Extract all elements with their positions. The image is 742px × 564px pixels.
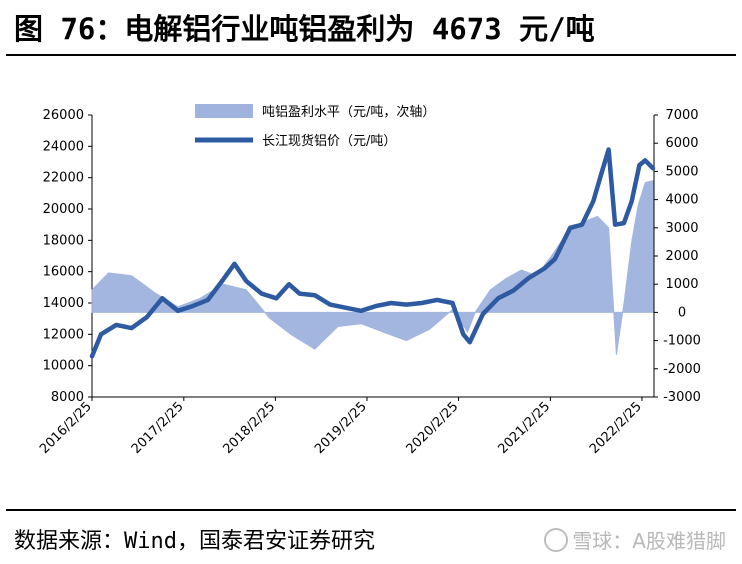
right-tick-label: 0: [678, 305, 686, 320]
right-tick-label: 7000: [665, 108, 698, 123]
right-tick-label: -3000: [663, 390, 701, 405]
price-line-series: [89, 147, 656, 359]
legend: 吨铝盈利水平（元/吨，次轴） 长江现货铝价（元/吨）: [195, 104, 435, 149]
watermark-text: 雪球：A股难猎脚: [572, 529, 726, 553]
x-tick-label: 2018/2/25: [220, 399, 278, 457]
left-tick-label: 16000: [43, 265, 84, 280]
x-tick-label: 2021/2/25: [495, 399, 553, 457]
footer-rule: [6, 509, 736, 511]
left-tick-label: 8000: [51, 390, 84, 405]
profit-area-series: [91, 179, 654, 355]
left-tick-label: 18000: [43, 233, 84, 248]
right-tick-label: 3000: [665, 221, 698, 236]
title-rule: [6, 54, 736, 56]
x-axis: 2016/2/25 2017/2/25 2018/2/25 2019/2/25 2020…: [37, 396, 654, 457]
right-tick-label: 1000: [665, 277, 698, 292]
right-tick-label: -2000: [663, 362, 701, 377]
x-tick-label: 2022/2/25: [587, 399, 645, 457]
x-tick-label: 2016/2/25: [37, 399, 95, 457]
right-tick-label: 2000: [665, 249, 698, 264]
legend-area-swatch: [195, 104, 253, 118]
x-tick-label: 2019/2/25: [312, 399, 370, 457]
left-tick-label: 12000: [43, 327, 84, 342]
right-tick-label: 4000: [665, 193, 698, 208]
legend-line-label: 长江现货铝价（元/吨）: [262, 133, 396, 149]
left-tick-label: 10000: [43, 359, 84, 374]
watermark-logo-icon: [544, 528, 569, 552]
x-tick-label: 2020/2/25: [404, 399, 462, 457]
right-tick-label: 6000: [665, 136, 698, 151]
profit-area: [91, 179, 654, 355]
price-line: [89, 147, 656, 359]
figure-title: 图 76：电解铝行业吨铝盈利为 4673 元/吨: [14, 12, 595, 46]
left-tick-label: 22000: [43, 171, 84, 186]
x-tick-label: 2017/2/25: [129, 399, 187, 457]
right-tick-label: 5000: [665, 164, 698, 179]
right-tick-label: -1000: [663, 334, 701, 349]
left-tick-label: 14000: [43, 296, 84, 311]
left-tick-label: 26000: [43, 108, 84, 123]
right-axis: -3000 -2000 -1000 0 1000 2000 3000 4000 5000 6000…: [653, 108, 701, 405]
watermark: 雪球：A股难猎脚: [544, 525, 726, 554]
source-note: 数据来源：Wind，国泰君安证券研究: [14, 529, 375, 554]
left-axis: 8000 10000 12000 14000 16000 18000 20000 22000 2…: [43, 108, 93, 405]
legend-area-label: 吨铝盈利水平（元/吨，次轴）: [262, 104, 435, 120]
left-tick-label: 24000: [43, 139, 84, 154]
left-tick-label: 20000: [43, 202, 84, 217]
